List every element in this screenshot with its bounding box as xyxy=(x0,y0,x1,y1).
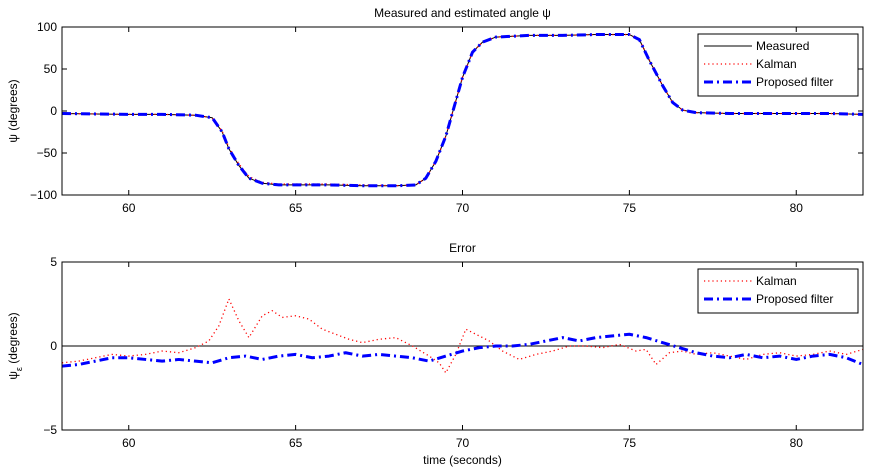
chart0-ytick-label: −100 xyxy=(30,188,57,202)
chart0-ytick-label: −50 xyxy=(37,146,58,160)
chart0-xtick-label: 75 xyxy=(623,201,637,215)
chart1-legend-box xyxy=(697,268,859,314)
chart1-series-proposed-filter xyxy=(62,332,863,368)
chart1-xtick-label: 65 xyxy=(289,436,303,450)
chart0-legend-label-kalman: Kalman xyxy=(756,57,797,71)
chart0-ylabel: ψ (degrees) xyxy=(6,79,20,142)
chart0-xtick-label: 80 xyxy=(790,201,804,215)
panel-error: 60 65 70 75 80 −5 0 5 Error time (seconds) ψε (deg… xyxy=(6,241,864,467)
chart0-legend-label-measured: Measured xyxy=(756,39,809,53)
panel-angle: 60 65 70 75 80 −100 −50 0 50 100 Measured and esti… xyxy=(6,6,864,215)
chart1-ytick-label: −5 xyxy=(43,423,57,437)
chart0-xtick-label: 60 xyxy=(122,201,136,215)
chart0-legend-label-proposed-filter: Proposed filter xyxy=(756,75,833,89)
chart0-xtick-label: 70 xyxy=(456,201,470,215)
chart1-legend: Kalman Proposed filter xyxy=(697,268,859,314)
chart0-ytick-label: 0 xyxy=(50,104,57,118)
chart0-xtick-label: 65 xyxy=(289,201,303,215)
chart1-ytick-label: 5 xyxy=(50,255,57,269)
chart0-ytick-label: 100 xyxy=(37,20,57,34)
chart0-title: Measured and estimated angle ψ xyxy=(374,6,551,20)
chart0-series-group xyxy=(62,33,863,188)
chart1-ytick-label: 0 xyxy=(50,339,57,353)
chart1-legend-label-proposed-filter: Proposed filter xyxy=(756,292,833,306)
chart1-series-kalman xyxy=(62,298,863,374)
chart1-legend-label-kalman: Kalman xyxy=(756,274,797,288)
chart1-xtick-label: 70 xyxy=(456,436,470,450)
chart1-title: Error xyxy=(449,241,476,255)
chart0-legend-box xyxy=(697,33,859,97)
chart0-series-proposed-filter xyxy=(62,33,863,188)
chart1-series-group xyxy=(62,298,863,374)
chart1-xlabel: time (seconds) xyxy=(423,453,502,467)
chart0-legend: Measured Kalman Proposed filter xyxy=(697,33,859,97)
chart0-ytick-label: 50 xyxy=(44,62,58,76)
chart1-xtick-label: 75 xyxy=(623,436,637,450)
chart1-xtick-label: 60 xyxy=(122,436,136,450)
chart1-xtick-label: 80 xyxy=(790,436,804,450)
chart1-ylabel: ψε (degrees) xyxy=(6,312,24,379)
